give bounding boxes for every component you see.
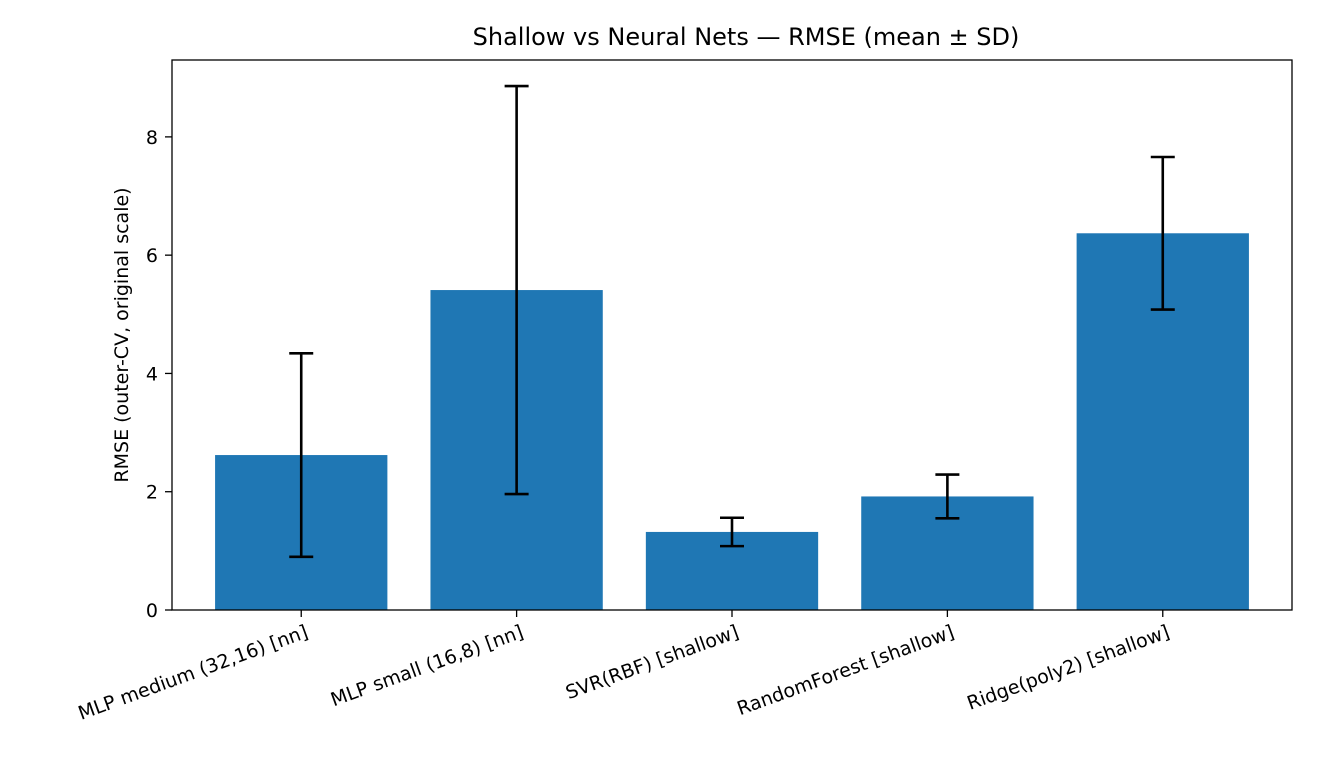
x-axis: MLP medium (32,16) [nn] MLP small (16,8) …: [75, 610, 1172, 725]
y-axis-label: RMSE (outer-CV, original scale): [111, 187, 133, 482]
y-tick-label-0: 0: [146, 600, 158, 622]
x-tick-label-3: RandomForest [shallow]: [734, 621, 957, 720]
y-tick-label-1: 2: [146, 482, 158, 504]
bars-group: [215, 233, 1249, 610]
x-tick-label-1: MLP small (16,8) [nn]: [328, 621, 526, 711]
y-tick-label-3: 6: [146, 245, 158, 267]
x-tick-label-4: Ridge(poly2) [shallow]: [964, 621, 1172, 715]
x-tick-label-0: MLP medium (32,16) [nn]: [75, 621, 311, 725]
y-axis: 0 2 4 6 8: [146, 127, 172, 622]
chart-title: Shallow vs Neural Nets — RMSE (mean ± SD…: [473, 23, 1020, 51]
error-bars-group: [289, 84, 1175, 559]
x-tick-label-2: SVR(RBF) [shallow]: [563, 621, 742, 704]
y-tick-label-2: 4: [146, 363, 158, 385]
y-tick-label-4: 8: [146, 127, 158, 149]
